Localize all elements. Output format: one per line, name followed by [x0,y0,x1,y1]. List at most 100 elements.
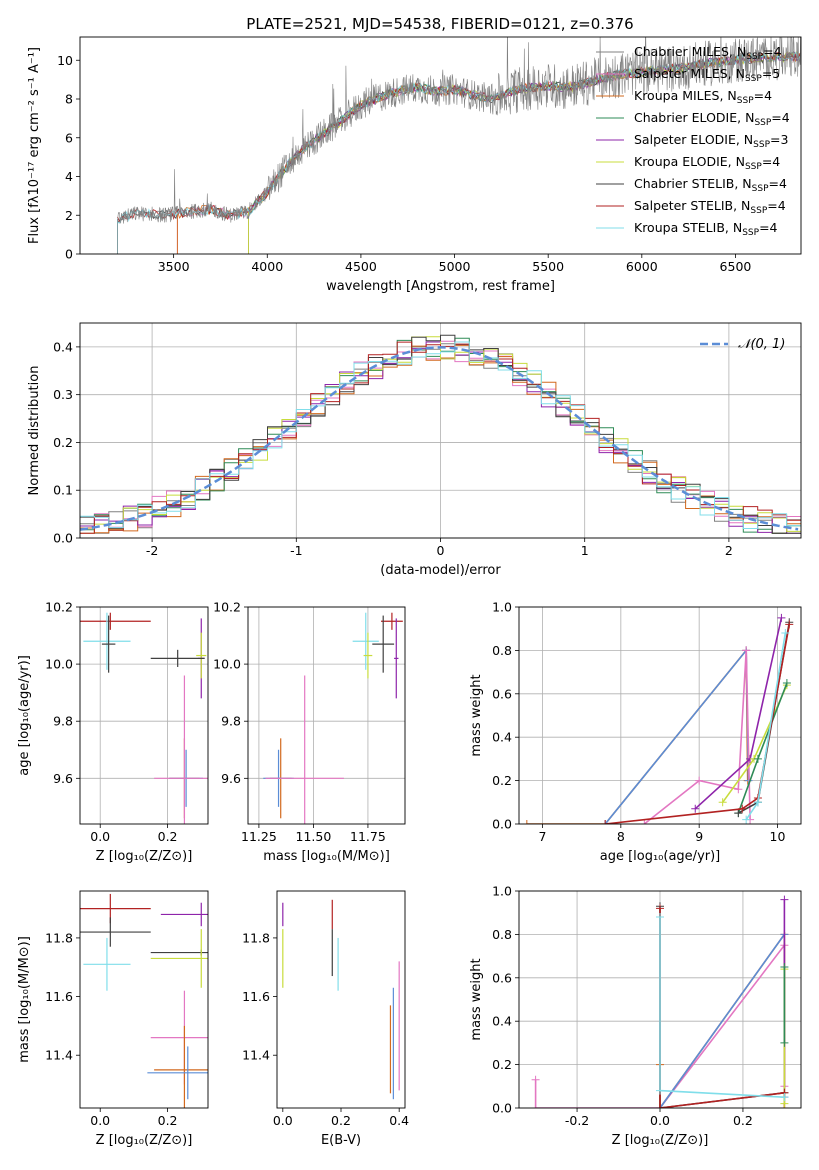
age-vs-z-ytick-label-3: 10.2 [45,600,73,615]
weight-vs-age-ytick-label-5: 1.0 [492,600,512,615]
residual-hist-8 [80,341,801,529]
weight-vs-age-xtick-label-1: 8 [617,829,625,844]
spectrum-xtick-label-1: 4000 [251,259,283,274]
age-vs-mass-ytick-label-3: 10.2 [213,600,241,615]
weight-vs-age-ytick-label-1: 0.2 [492,773,512,788]
weight-vs-z-xtick-label-2: 0.2 [733,1113,753,1128]
weight-vs-z-marker-5-0 [780,962,789,971]
weight-vs-age-marker-2-3 [742,646,751,655]
legend-entry-3: Chabrier ELODIE, NSSP=4 [634,110,790,128]
age-vs-z-xlabel: Z [log₁₀(Z/Z⊙)] [96,849,193,864]
weight-vs-z-ytick-label-3: 0.6 [492,970,512,985]
weight-vs-age-xlabel: age [log₁₀(age/yr)] [600,849,721,864]
residuals-ylabel: Normed distribution [27,366,42,496]
age-vs-z-frame [79,606,209,825]
weight-vs-age-marker-8-0 [742,815,751,824]
weight-vs-age-ytick-label-3: 0.6 [492,686,512,701]
weight-vs-z-xtick-label-1: 0.0 [650,1113,670,1128]
weight-vs-age-marker-6-0 [734,809,743,818]
age-vs-mass-ytick-label-0: 9.6 [221,771,241,786]
weight-vs-z-line-8 [659,917,785,1098]
weight-vs-age-line-8 [745,632,787,821]
spectrum-xtick-label-0: 3500 [158,259,190,274]
mass-vs-z-xlabel: Z [log₁₀(Z/Z⊙)] [96,1133,193,1148]
weight-vs-age-xtick-label-0: 7 [539,829,547,844]
axes-layer [76,36,802,1112]
weight-vs-z-marker-3-0 [780,895,789,904]
mass-vs-ebv-xlabel: E(B-V) [321,1133,361,1148]
spectrum-lines [89,37,801,254]
age-vs-mass-ytick-label-1: 9.8 [221,714,241,729]
mass-vs-ebv-points [282,899,400,1100]
residuals-xtick-label-0: -2 [146,543,158,558]
residuals-xlabel: (data-model)/error [380,563,501,578]
spectrum-frame [79,36,802,255]
weight-vs-age-marker-7-3 [785,620,794,629]
mass-vs-ebv-xtick-label-2: 0.4 [389,1113,409,1128]
legend-entry-2: Kroupa MILES, NSSP=4 [634,88,772,106]
spectrum-xtick-label-6: 6500 [720,259,752,274]
legend-entry-1: Salpeter MILES, NSSP=5 [634,66,780,84]
residuals-ytick-label-4: 0.4 [53,339,73,354]
data-layer [80,37,801,1108]
weight-vs-z-xtick-label-0: -0.2 [565,1113,589,1128]
legend-entry-0: Chabrier MILES, NSSP=4 [634,44,782,62]
weight-vs-age-marker-2-1 [695,776,704,785]
weight-vs-age-ytick-label-4: 0.8 [492,643,512,658]
residuals-ytick-label-2: 0.2 [53,435,73,450]
mass-vs-ebv-xtick-label-0: 0.0 [273,1113,293,1128]
weight-vs-z-ylabel: mass weight [469,958,484,1040]
mass-vs-ebv-frame [276,890,406,1109]
age-vs-mass-xlabel: mass [log₁₀(M/M⊙)] [263,849,390,864]
spectrum-ytick-label-0: 0 [65,247,73,262]
spectrum-xtick-label-5: 6000 [626,259,658,274]
spectrum-legend: Chabrier MILES, NSSP=4 Salpeter MILES, NS… [596,44,790,238]
legend-entry-7: Salpeter STELIB, NSSP=4 [634,198,786,216]
spectrum-ylabel: Flux [fλ10⁻¹⁷ erg cm⁻² s⁻¹ A⁻¹] [27,47,42,244]
age-vs-mass-xtick-label-1: 11.50 [296,829,332,844]
spectrum-ytick-label-2: 4 [65,169,73,184]
weight-vs-z-ytick-label-2: 0.4 [492,1014,512,1029]
weight-vs-age-marker-7-0 [601,820,610,824]
mass-vs-ebv-ytick-label-1: 11.6 [242,989,270,1004]
weight-vs-z-line-2 [659,933,786,1108]
weight-vs-z-line-7 [659,908,785,1108]
weight-vs-z-ytick-label-4: 0.8 [492,927,512,942]
weight-vs-age-lines [522,613,794,824]
weight-vs-age-marker-8-1 [753,798,762,807]
spectrum-xlabel: wavelength [Angstrom, rest frame] [326,279,555,294]
mass-vs-z-frame [79,890,209,1109]
weight-vs-age-marker-5-2 [782,678,791,687]
residuals-xtick-label-4: 2 [725,543,733,558]
age-vs-z-points [80,612,208,824]
weight-vs-z-marker-0-1 [531,1104,540,1108]
weight-vs-z-marker-7-1 [656,1104,664,1108]
mass-vs-z-points [80,893,208,1108]
residuals-xtick-label-2: 0 [437,543,445,558]
age-vs-mass-xtick-label-2: 11.75 [350,829,386,844]
weight-vs-age-marker-3-2 [777,613,786,622]
weight-vs-z-marker-8-0 [656,913,664,922]
age-vs-z-ytick-label-0: 9.6 [53,771,73,786]
weight-vs-age-xtick-label-2: 9 [695,829,703,844]
spectrum-ytick-label-5: 10 [57,53,73,68]
mass-vs-z-xtick-label-0: 0.0 [90,1113,110,1128]
mass-vs-z-ytick-label-0: 11.4 [45,1048,73,1063]
legend-entry-6: Chabrier STELIB, NSSP=4 [634,176,787,194]
spectrum-ytick-label-3: 6 [65,130,73,145]
weight-vs-age-marker-8-2 [781,629,790,638]
weight-vs-z-lines [531,895,789,1108]
weight-vs-z-marker-7-0 [656,904,664,913]
age-vs-mass-frame [247,606,406,825]
residual-histograms [80,334,801,534]
weight-vs-age-ylabel: mass weight [469,674,484,756]
weight-vs-z-xlabel: Z [log₁₀(Z/Z⊙)] [612,1133,709,1148]
residuals-xtick-label-1: -1 [290,543,302,558]
weight-vs-age-marker-0-0 [522,820,531,824]
weight-vs-age-marker-2-0 [640,820,649,824]
weight-vs-z-ytick-label-0: 0.0 [492,1101,512,1116]
age-vs-z-xtick-label-1: 0.2 [158,829,178,844]
age-vs-z-ytick-label-2: 10.0 [45,657,73,672]
weight-vs-z-ytick-label-5: 1.0 [492,884,512,899]
